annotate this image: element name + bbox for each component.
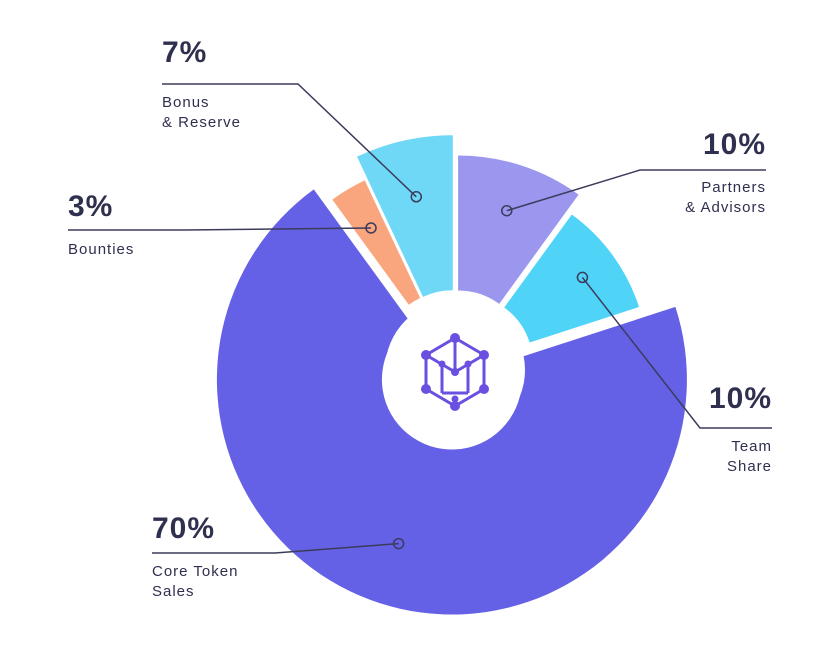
slice (458, 155, 579, 304)
leader-line (581, 276, 772, 429)
value-label: 7% (162, 36, 208, 69)
logo-icon (421, 333, 489, 411)
leader-dot (410, 191, 423, 203)
slice (504, 214, 640, 343)
leader-line (162, 83, 417, 198)
slice (332, 180, 421, 305)
category-label: Team Share (726, 438, 772, 475)
value-label: 70% (152, 512, 216, 545)
value-label: 3% (68, 190, 114, 223)
leader-dot (365, 222, 377, 234)
leader-dot (576, 271, 589, 284)
leader-dot (392, 537, 405, 550)
value-label: 10% (708, 382, 772, 415)
leader-line (506, 169, 766, 212)
category-label: Bonus & Reserve (162, 94, 242, 131)
category-label: Bounties (68, 241, 135, 258)
leader-line (152, 542, 399, 554)
slices (216, 135, 687, 615)
category-label: Core Token Sales (152, 563, 239, 600)
category-label: Partners & Advisors (685, 179, 766, 216)
slice (357, 135, 453, 297)
leader-line (68, 227, 372, 231)
leaders (68, 83, 772, 554)
value-label: 10% (702, 128, 766, 161)
slice (216, 189, 687, 615)
leader-dot (501, 204, 513, 217)
